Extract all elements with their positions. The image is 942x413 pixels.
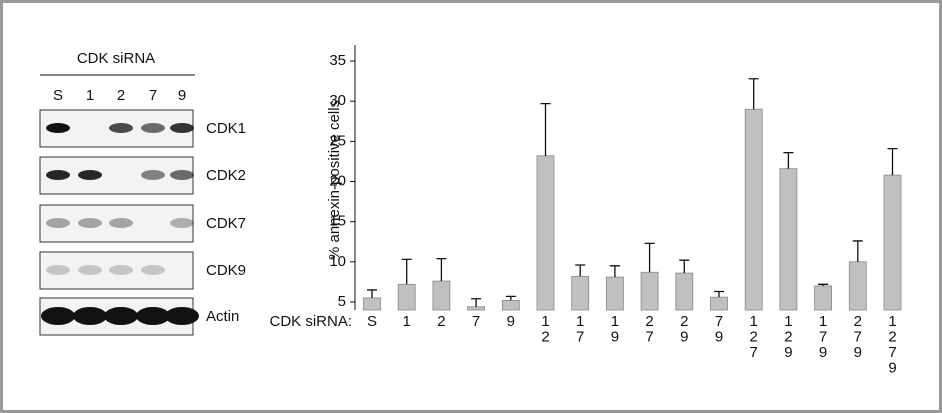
bar: [711, 297, 728, 310]
band: [136, 307, 170, 325]
band: [78, 218, 102, 228]
bar: [398, 284, 415, 310]
bar: [745, 109, 762, 310]
y-tick-label: 10: [329, 253, 346, 270]
lane-label: 2: [117, 87, 125, 104]
band: [170, 218, 194, 228]
x-tick-label: 9: [507, 313, 515, 330]
x-tick-label: 2: [437, 313, 445, 330]
bar: [364, 298, 381, 310]
row-label: CDK1: [206, 120, 246, 137]
band: [141, 123, 165, 133]
band: [46, 170, 70, 180]
x-tick-label: 7: [472, 313, 480, 330]
y-tick-label: 30: [329, 92, 346, 109]
bar: [433, 281, 450, 310]
band: [170, 170, 194, 180]
band: [104, 307, 138, 325]
lane-label: S: [53, 87, 63, 104]
x-tick-label: 1: [403, 313, 411, 330]
band: [78, 265, 102, 275]
y-tick-label: 20: [329, 172, 346, 189]
bar: [641, 272, 658, 310]
row-label: CDK2: [206, 167, 246, 184]
x-tick-label: S: [367, 313, 377, 330]
bar: [572, 276, 589, 310]
y-tick-label: 15: [329, 213, 346, 230]
bar: [849, 262, 866, 310]
y-tick-label: 5: [338, 293, 346, 310]
row-label: CDK9: [206, 262, 246, 279]
bar: [502, 300, 519, 310]
band: [109, 265, 133, 275]
band: [141, 265, 165, 275]
row-label: CDK7: [206, 215, 246, 232]
lane-label: 9: [178, 87, 186, 104]
bar: [815, 286, 832, 310]
band: [170, 123, 194, 133]
lane-label: 7: [149, 87, 157, 104]
band: [46, 265, 70, 275]
bar: [884, 175, 901, 310]
bar: [468, 307, 485, 310]
bar: [676, 273, 693, 310]
y-tick-label: 35: [329, 52, 346, 69]
band: [46, 218, 70, 228]
band: [165, 307, 199, 325]
band: [109, 123, 133, 133]
row-label: Actin: [206, 308, 239, 325]
bar: [606, 277, 623, 310]
band: [109, 218, 133, 228]
x-axis-label: CDK siRNA:: [269, 313, 352, 330]
band: [41, 307, 75, 325]
band: [78, 170, 102, 180]
figure: CDK siRNA S1279CDK1CDK2CDK7CDK9Actin % a…: [0, 0, 942, 413]
lane-label: 1: [86, 87, 94, 104]
bar: [780, 169, 797, 310]
blot-title: CDK siRNA: [77, 50, 155, 67]
band: [46, 123, 70, 133]
band: [73, 307, 107, 325]
band: [141, 170, 165, 180]
y-tick-label: 25: [329, 132, 346, 149]
bar: [537, 156, 554, 310]
